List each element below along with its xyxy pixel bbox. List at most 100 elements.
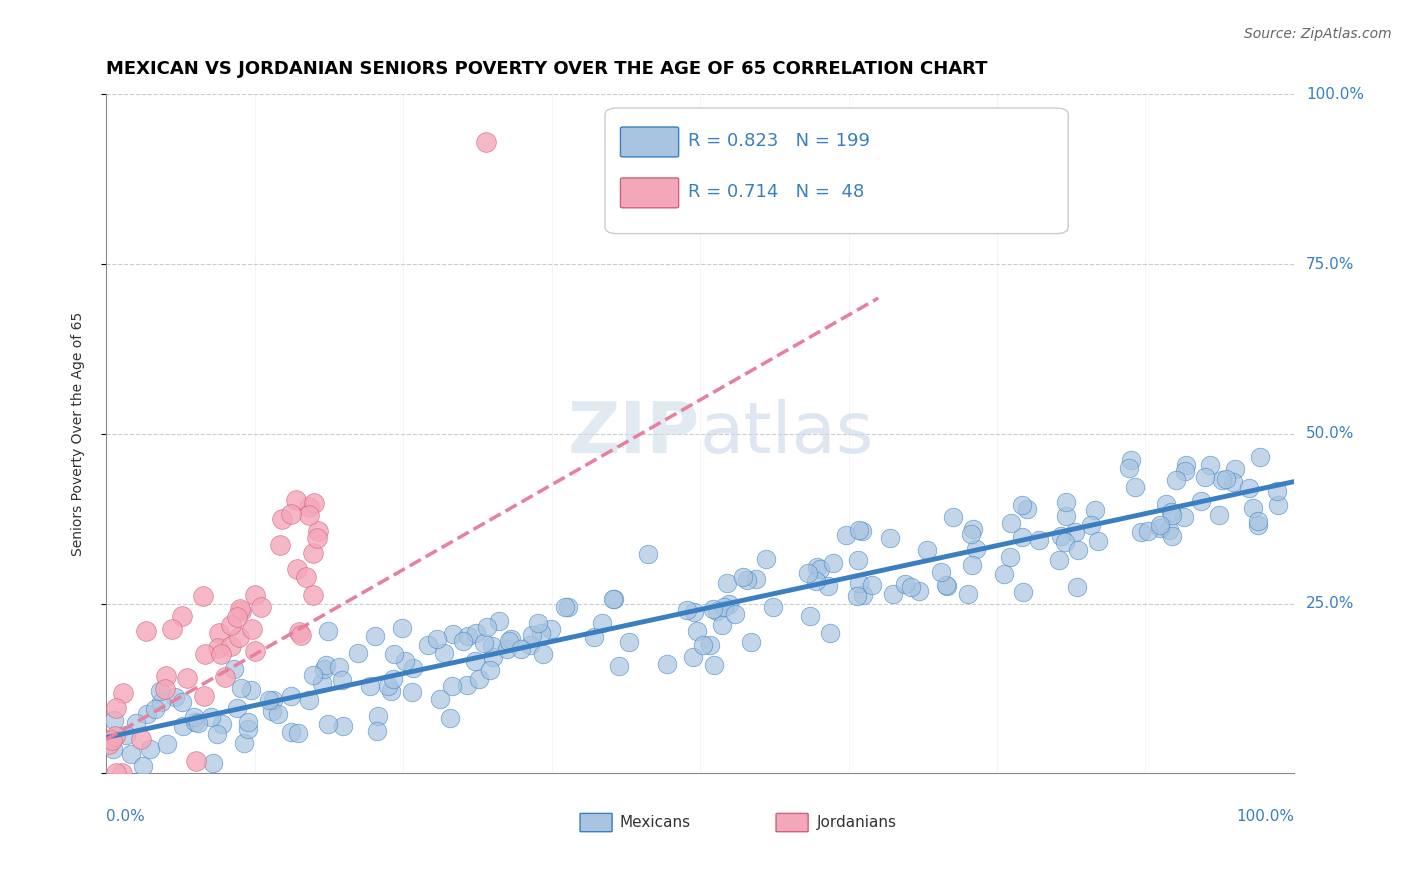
Point	[1265, 484, 1288, 499]
Point	[294, 570, 316, 584]
Text: 25.0%: 25.0%	[1306, 596, 1354, 611]
Point	[269, 538, 291, 552]
Point	[740, 635, 762, 649]
Point	[132, 759, 155, 773]
Point	[1054, 495, 1077, 509]
Point	[242, 622, 264, 636]
Point	[806, 574, 828, 588]
Point	[527, 616, 550, 631]
Point	[382, 672, 405, 686]
Point	[479, 663, 502, 677]
Point	[1067, 542, 1090, 557]
Point	[101, 741, 124, 756]
Point	[1123, 480, 1146, 494]
Point	[287, 624, 309, 639]
Point	[263, 692, 285, 706]
Point	[806, 559, 828, 574]
Point	[104, 701, 127, 715]
Point	[100, 732, 122, 747]
Point	[998, 549, 1021, 564]
Point	[298, 693, 321, 707]
Point	[848, 576, 870, 591]
Point	[1239, 481, 1261, 495]
Point	[194, 647, 217, 661]
Point	[957, 587, 980, 601]
Point	[312, 662, 335, 676]
Point	[243, 588, 266, 602]
Point	[475, 135, 498, 149]
Y-axis label: Seniors Poverty Over the Age of 65: Seniors Poverty Over the Age of 65	[72, 312, 86, 556]
Point	[364, 629, 387, 643]
Point	[1173, 510, 1195, 524]
Point	[224, 662, 246, 676]
Point	[554, 599, 576, 614]
Point	[582, 630, 605, 644]
Text: Jordanians: Jordanians	[817, 815, 897, 830]
Text: Source: ZipAtlas.com: Source: ZipAtlas.com	[1244, 27, 1392, 41]
Point	[713, 600, 735, 615]
Point	[302, 546, 325, 560]
Point	[211, 716, 233, 731]
Point	[418, 639, 440, 653]
Point	[135, 624, 157, 639]
Point	[731, 570, 754, 584]
Text: Mexicans: Mexicans	[619, 815, 690, 830]
Point	[468, 673, 491, 687]
Point	[962, 522, 984, 536]
Point	[1175, 458, 1198, 472]
Point	[129, 731, 152, 746]
Point	[530, 626, 553, 640]
Point	[165, 690, 187, 705]
Point	[540, 622, 562, 636]
Text: 0.0%: 0.0%	[105, 809, 145, 824]
Point	[993, 566, 1015, 581]
Point	[1211, 473, 1233, 487]
Point	[429, 691, 451, 706]
Point	[382, 648, 405, 662]
Point	[531, 647, 554, 661]
Point	[401, 685, 423, 699]
Point	[475, 620, 498, 634]
Point	[960, 527, 983, 541]
Point	[1208, 508, 1230, 523]
Point	[1241, 501, 1264, 516]
Point	[143, 702, 166, 716]
Point	[818, 625, 841, 640]
Point	[1249, 450, 1271, 465]
Point	[155, 668, 177, 682]
Point	[111, 686, 134, 700]
Point	[193, 589, 215, 603]
Point	[711, 618, 734, 632]
Point	[835, 527, 858, 541]
Point	[238, 714, 260, 729]
Point	[936, 579, 959, 593]
Text: ZIP: ZIP	[568, 400, 700, 468]
Point	[735, 573, 758, 587]
Point	[456, 678, 478, 692]
Point	[862, 578, 884, 592]
Point	[846, 553, 869, 567]
Point	[557, 600, 579, 615]
Point	[330, 673, 353, 687]
Point	[214, 671, 236, 685]
Point	[441, 627, 464, 641]
Point	[1012, 584, 1035, 599]
Point	[465, 626, 488, 640]
Point	[402, 661, 425, 675]
Point	[120, 747, 142, 761]
Point	[1160, 508, 1182, 522]
Point	[1063, 525, 1085, 540]
FancyBboxPatch shape	[605, 108, 1069, 234]
Point	[170, 609, 193, 624]
Text: R = 0.714   N =  48: R = 0.714 N = 48	[688, 183, 865, 201]
Point	[1130, 525, 1153, 540]
Point	[1199, 458, 1222, 473]
Point	[453, 634, 475, 648]
Point	[259, 692, 281, 706]
Point	[716, 576, 738, 591]
Point	[724, 607, 747, 621]
Point	[332, 719, 354, 733]
Point	[1084, 503, 1107, 517]
Point	[207, 640, 229, 655]
Point	[97, 738, 120, 752]
